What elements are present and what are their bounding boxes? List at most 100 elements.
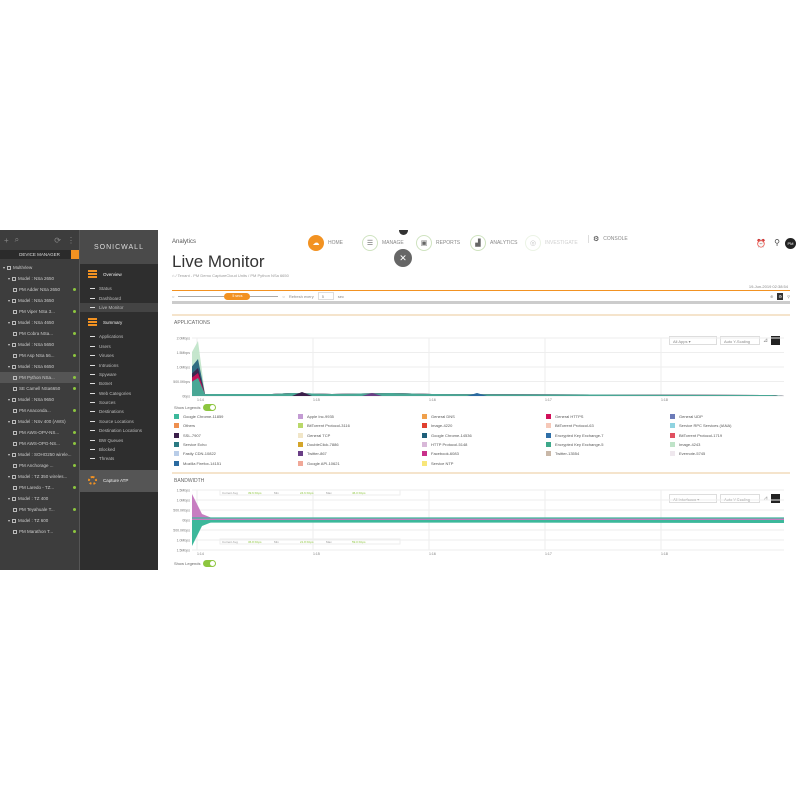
legend-item[interactable]: Service RPC Services (IANA) bbox=[670, 422, 794, 429]
tree-item[interactable]: PM AWS-OPG-NS... bbox=[0, 438, 79, 449]
nav-item[interactable]: Blocked bbox=[80, 445, 158, 454]
legend-item[interactable]: Fastly CDN-10822 bbox=[174, 450, 298, 457]
tree-item[interactable]: ▾ Model : NSa 2650 bbox=[0, 273, 79, 284]
nav-item[interactable]: Botnet bbox=[80, 379, 158, 388]
location-pin-icon[interactable]: ⚲ bbox=[774, 238, 780, 247]
tab-console[interactable]: ⚙ CONSOLE bbox=[588, 235, 628, 243]
expand-icon[interactable]: ▾ bbox=[8, 496, 11, 501]
legend-item[interactable]: Service NTP bbox=[422, 459, 546, 466]
tree-item[interactable]: SE Camell NSa6650 bbox=[0, 383, 79, 394]
nav-overview[interactable]: Overview bbox=[80, 264, 158, 284]
legend-item[interactable]: Service Echo bbox=[174, 441, 298, 448]
tree-item[interactable]: ▾ Model : NSa 4650 bbox=[0, 317, 79, 328]
expand-icon[interactable]: ▾ bbox=[8, 419, 11, 424]
settings-icon[interactable]: ⚙ bbox=[777, 292, 784, 300]
expand-icon[interactable]: ▾ bbox=[8, 474, 11, 479]
expand-icon[interactable]: ▾ bbox=[8, 298, 11, 303]
expand-icon[interactable]: ▾ bbox=[8, 364, 11, 369]
line-chart-icon[interactable]: ⊿ bbox=[763, 338, 769, 344]
tab-reports[interactable]: ▣ REPORTS bbox=[416, 235, 460, 251]
tree-item[interactable]: ▾ Model : NSa 6650 bbox=[0, 361, 79, 372]
area-chart-icon[interactable] bbox=[771, 336, 780, 345]
nav-item[interactable]: Destination Locations bbox=[80, 426, 158, 435]
zoom-icon[interactable]: ⊕ bbox=[770, 293, 774, 299]
nav-item[interactable]: Destinations bbox=[80, 407, 158, 416]
legend-item[interactable]: Twitter-13554 bbox=[546, 450, 670, 457]
legend-item[interactable]: DoubleClick-7886 bbox=[298, 441, 422, 448]
area-chart-icon[interactable] bbox=[771, 494, 780, 503]
legend-item[interactable]: BitTorrent Protocol-63 bbox=[546, 422, 670, 429]
expand-icon[interactable]: ▾ bbox=[3, 265, 6, 270]
legend-item[interactable]: Encrypted Key Exchange-7 bbox=[546, 432, 670, 439]
tree-item[interactable]: PM Laredo - TZ... bbox=[0, 482, 79, 493]
expand-icon[interactable]: ▾ bbox=[8, 320, 11, 325]
tree-item[interactable]: PM Adder NSa 2650 bbox=[0, 284, 79, 295]
legend-item[interactable]: SSL-7907 bbox=[174, 432, 298, 439]
legend-item[interactable]: Google Chrome-11859 bbox=[174, 413, 298, 420]
expand-icon[interactable]: ▾ bbox=[8, 518, 11, 523]
legend-item[interactable]: General HTTPS bbox=[546, 413, 670, 420]
tree-item[interactable]: ▾ Model : TZ 600 bbox=[0, 515, 79, 526]
tab-manage[interactable]: ☰ MANAGE bbox=[362, 235, 404, 251]
expand-icon[interactable]: ▾ bbox=[8, 342, 11, 347]
avatar[interactable]: PM bbox=[785, 238, 796, 249]
expand-handle[interactable] bbox=[399, 230, 408, 235]
nav-item[interactable]: Web Categories bbox=[80, 389, 158, 398]
legend-item[interactable]: Image-4220 bbox=[422, 422, 546, 429]
tree-item[interactable]: PM Asp NSa 56... bbox=[0, 350, 79, 361]
add-icon[interactable]: + bbox=[4, 235, 9, 245]
nav-capture-atp[interactable]: Capture ATP bbox=[80, 469, 158, 492]
tree-item[interactable]: PM Python NSa... bbox=[0, 372, 79, 383]
tab-analytics[interactable]: ▟ ANALYTICS bbox=[470, 235, 517, 251]
nav-item[interactable]: BW Queues bbox=[80, 435, 158, 444]
toggle-switch[interactable] bbox=[203, 560, 217, 567]
tab-home[interactable]: ☁ HOME bbox=[308, 235, 343, 251]
nav-item[interactable]: Intrusions bbox=[80, 360, 158, 369]
legend-item[interactable]: Evernote-5745 bbox=[670, 450, 794, 457]
legend-item[interactable]: Google API-10621 bbox=[298, 459, 422, 466]
nav-summary[interactable]: Summary bbox=[80, 312, 158, 332]
tree-item[interactable]: PM AWS-OPV-NS... bbox=[0, 427, 79, 438]
legend-item[interactable]: BitTorrent Protocol-1719 bbox=[670, 432, 794, 439]
search-icon[interactable]: ⌕ bbox=[14, 235, 20, 244]
home-icon[interactable]: ⌂ bbox=[172, 273, 176, 278]
line-chart-icon[interactable]: ⊿ bbox=[763, 496, 769, 502]
nav-item[interactable]: Live Monitor bbox=[80, 302, 158, 313]
tab-investigate[interactable]: ◎ INVESTIGATE bbox=[525, 235, 578, 251]
legend-item[interactable]: Google Chrome-14536 bbox=[422, 432, 546, 439]
legend-item[interactable]: Apple Inc-9935 bbox=[298, 413, 422, 420]
nav-item[interactable]: Status bbox=[80, 284, 158, 293]
apps-scaling-select[interactable]: Auto Y-Scaling bbox=[720, 336, 760, 345]
legend-item[interactable]: Image-4243 bbox=[670, 441, 794, 448]
tree-item[interactable]: ▾ Model : NSa 9650 bbox=[0, 394, 79, 405]
expand-icon[interactable]: ▾ bbox=[8, 276, 11, 281]
legend-item[interactable]: Others bbox=[174, 422, 298, 429]
nav-item[interactable]: Threats bbox=[80, 454, 158, 463]
legend-item[interactable]: General DNS bbox=[422, 413, 546, 420]
expand-icon[interactable]: ▾ bbox=[8, 397, 11, 402]
nav-item[interactable]: Source Locations bbox=[80, 417, 158, 426]
tree-item[interactable]: PM Anchorage ... bbox=[0, 460, 79, 471]
legend-item[interactable]: Facebook-6083 bbox=[422, 450, 546, 457]
nav-item[interactable]: Spyware bbox=[80, 370, 158, 379]
tree-item[interactable]: ▾ Model : NSv 400 (AWS) bbox=[0, 416, 79, 427]
tree-item[interactable]: PM Viper NSa 3... bbox=[0, 306, 79, 317]
nav-item[interactable]: Sources bbox=[80, 398, 158, 407]
tree-item[interactable]: PM Anaconda... bbox=[0, 405, 79, 416]
pin-icon[interactable]: ⚲ bbox=[787, 293, 790, 299]
legend-item[interactable]: Twitter-867 bbox=[298, 450, 422, 457]
legend-item[interactable]: General TCP bbox=[298, 432, 422, 439]
tree-item[interactable]: ▾ Model : TZ 350 wireles... bbox=[0, 471, 79, 482]
close-button[interactable]: ✕ bbox=[394, 249, 412, 267]
legend-item[interactable]: General UDP bbox=[670, 413, 794, 420]
nav-item[interactable]: Users bbox=[80, 342, 158, 351]
tree-item[interactable]: ▾ MultiView bbox=[0, 262, 79, 273]
tree-item[interactable]: ▾ Model : SOHO250 wirele... bbox=[0, 449, 79, 460]
expand-icon[interactable]: ▾ bbox=[8, 452, 11, 457]
legend-item[interactable]: Mozilla Firefox-14151 bbox=[174, 459, 298, 466]
collapse-icon[interactable] bbox=[71, 250, 80, 259]
tree-item[interactable]: PM Cobra NSa... bbox=[0, 328, 79, 339]
legend-item[interactable]: BitTorrent Protocol-3116 bbox=[298, 422, 422, 429]
tree-item[interactable]: PM Marathon T... bbox=[0, 526, 79, 537]
tree-item[interactable]: PM Teyahuale T... bbox=[0, 504, 79, 515]
